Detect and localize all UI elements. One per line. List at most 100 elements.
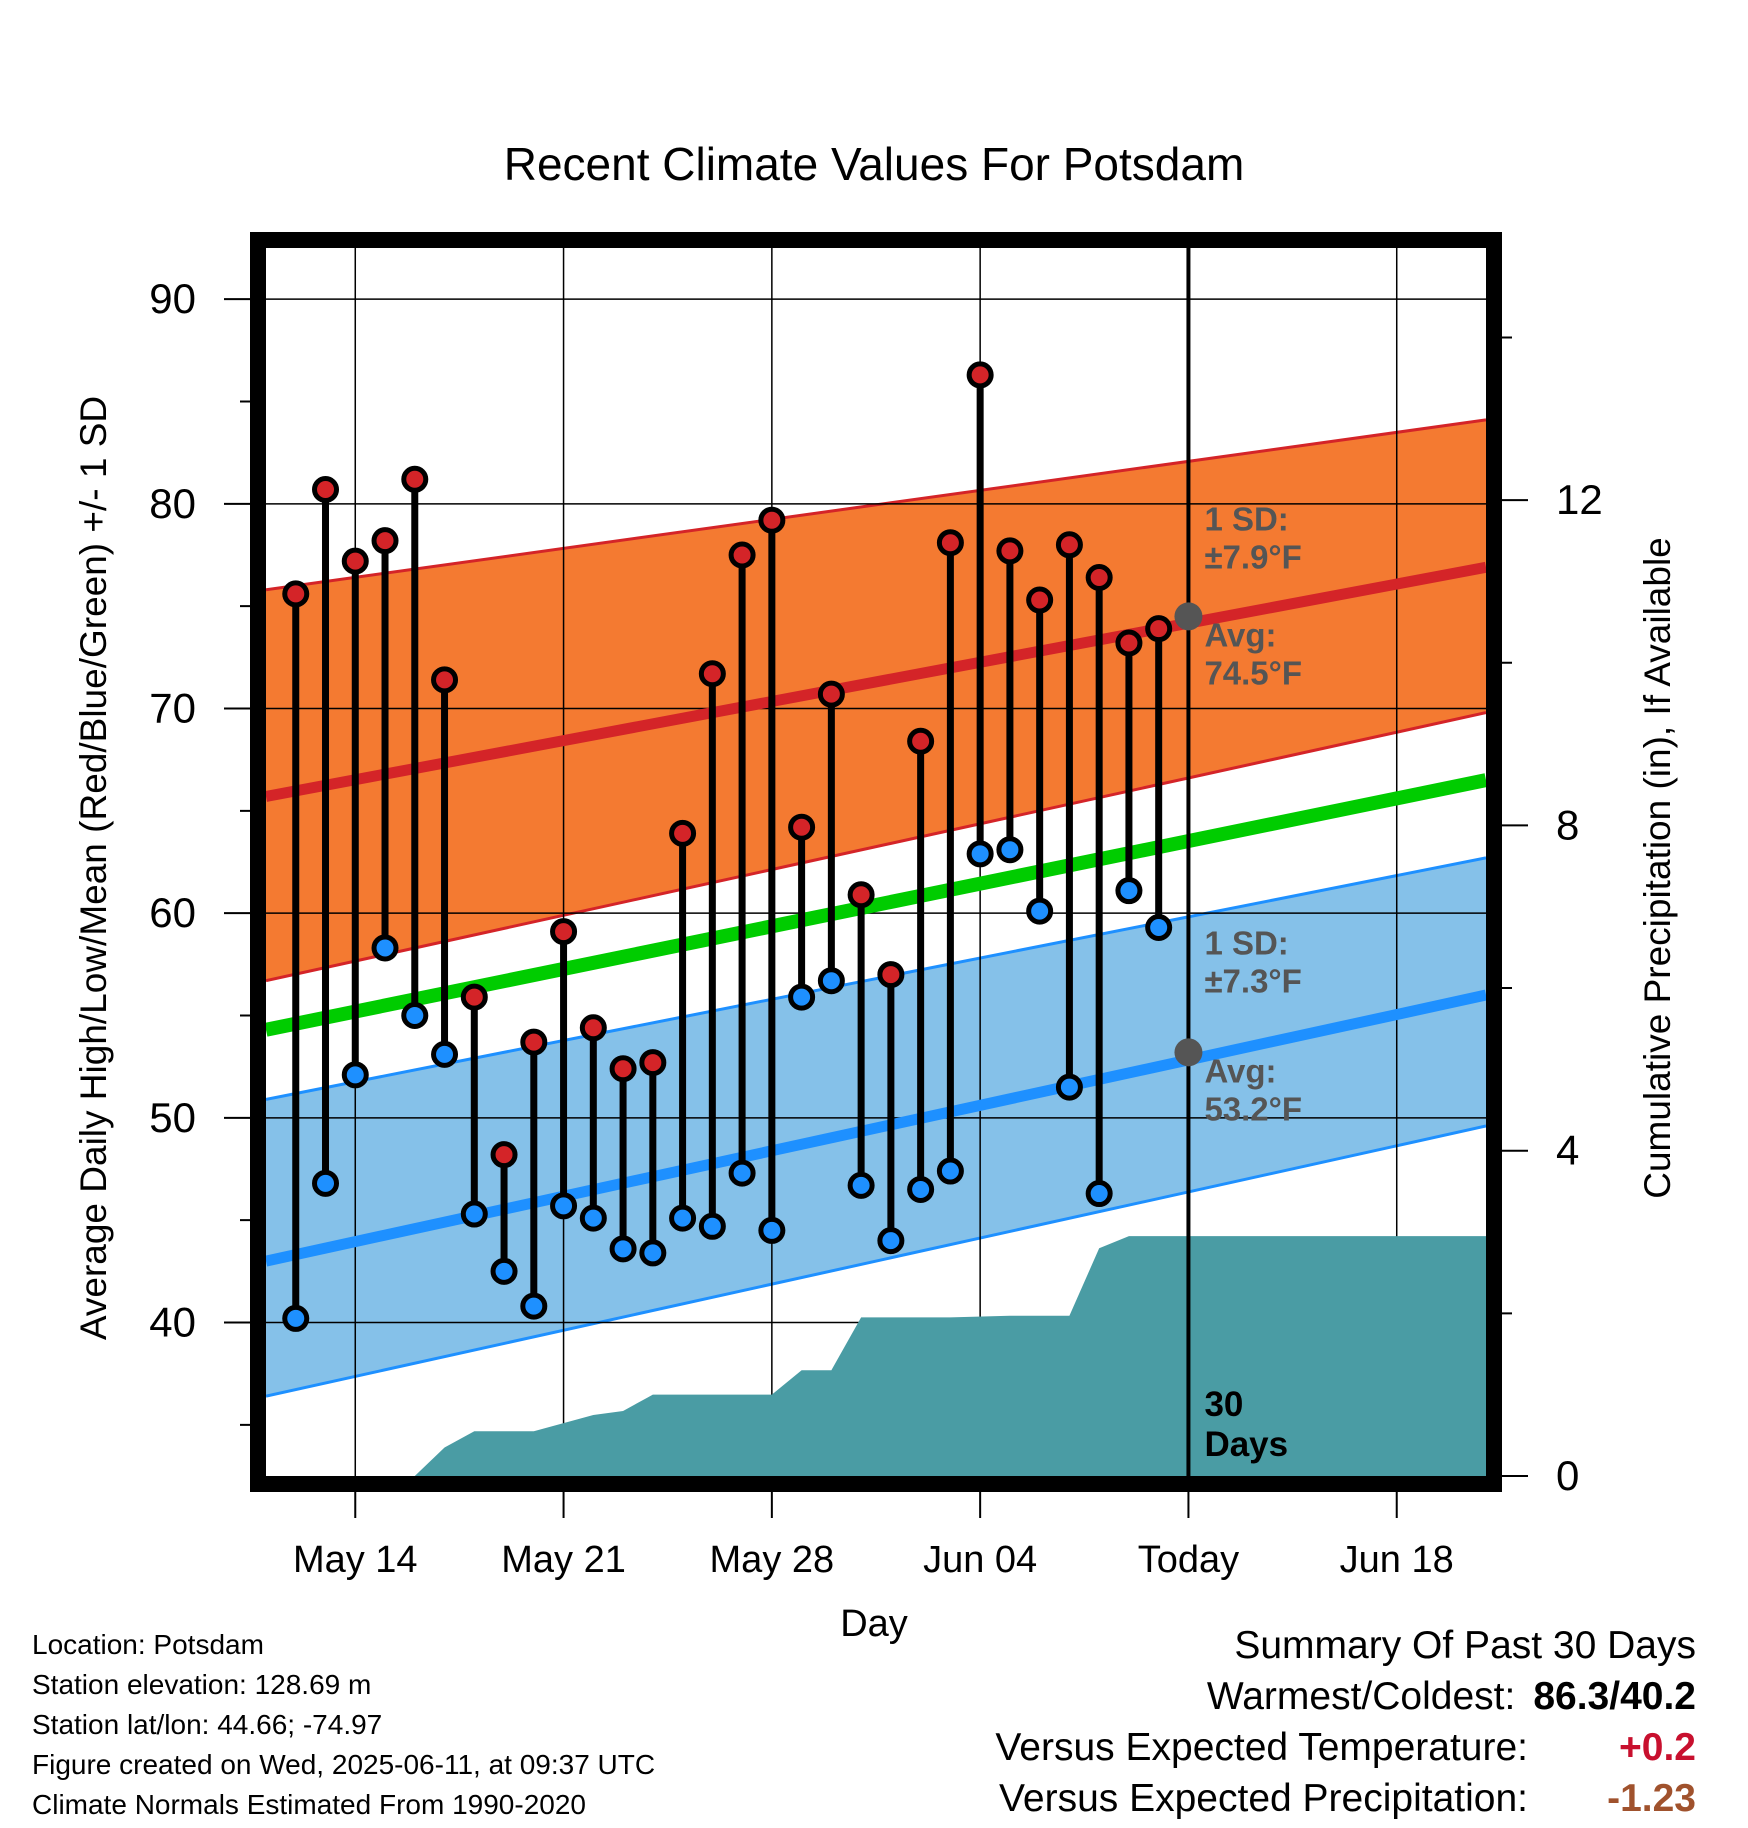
low-point: [966, 840, 994, 868]
x-tick-label: May 14: [293, 1539, 418, 1581]
high-sd-upper-line: [266, 418, 1486, 592]
y2-tick-label: 8: [1556, 801, 1579, 848]
high-point: [758, 506, 786, 534]
low-point: [639, 1239, 667, 1267]
high-point: [431, 666, 459, 694]
high-point: [1145, 615, 1173, 643]
high-point: [936, 529, 964, 557]
low-sd-value: ±7.3°F: [1204, 962, 1301, 999]
high-avg-line: [266, 561, 1486, 802]
high-point: [282, 580, 310, 608]
high-point: [877, 961, 905, 989]
high-point: [609, 1055, 637, 1083]
low-point: [847, 1171, 875, 1199]
low-point: [282, 1304, 310, 1332]
low-point: [698, 1212, 726, 1240]
low-point: [1055, 1073, 1083, 1101]
low-point: [877, 1227, 905, 1255]
high-sd-label: 1 SD:: [1204, 500, 1288, 537]
high-sd-lower-line: [266, 711, 1486, 983]
x-axis-label: Day: [840, 1603, 908, 1645]
precip-area: [385, 1236, 1486, 1476]
low-point: [341, 1061, 369, 1089]
low-point: [609, 1235, 637, 1263]
high-point: [728, 541, 756, 569]
precip-diff-value: -1.23: [1607, 1777, 1696, 1820]
high-point: [1055, 531, 1083, 559]
y2-axis-label: Cumulative Precipitation (in), If Availa…: [1637, 537, 1678, 1199]
warm-cold-value: 86.3/40.2: [1533, 1675, 1696, 1718]
high-point: [788, 813, 816, 841]
x-tick-label: May 21: [501, 1539, 626, 1581]
days-label-line1: 30: [1204, 1385, 1243, 1424]
summary-precip: Versus Expected Precipitation: -1.23: [995, 1773, 1696, 1824]
plot-frame: [250, 232, 1502, 1492]
summary-panel: Summary Of Past 30 Days Warmest/Coldest:…: [995, 1620, 1696, 1824]
high-point: [579, 1014, 607, 1042]
x-tick-label: Jun 04: [923, 1539, 1037, 1581]
high-point: [1085, 564, 1113, 592]
low-point: [788, 983, 816, 1011]
low-point: [1085, 1180, 1113, 1208]
high-point: [639, 1049, 667, 1077]
high-point: [1115, 629, 1143, 657]
low-sd-upper-line: [266, 856, 1486, 1101]
high-point: [1026, 586, 1054, 614]
temp-diff-value: +0.2: [1619, 1726, 1696, 1769]
station-info: Location: Potsdam Station elevation: 128…: [32, 1625, 655, 1825]
x-tick-label: Today: [1138, 1539, 1239, 1581]
days-label-line2: Days: [1204, 1425, 1288, 1464]
y-axis-label: Average Daily High/Low/Mean (Red/Blue/Gr…: [73, 396, 114, 1340]
high-point: [847, 881, 875, 909]
high-point: [966, 361, 994, 389]
low-avg-label: Avg:: [1204, 1052, 1276, 1089]
elevation-text: Station elevation: 128.69 m: [32, 1669, 372, 1700]
low-point: [1145, 913, 1173, 941]
high-point: [907, 727, 935, 755]
y2-tick-label: 4: [1556, 1127, 1579, 1174]
high-sd-band: [266, 419, 1486, 981]
high-point: [698, 660, 726, 688]
low-point: [579, 1204, 607, 1232]
low-sd-label: 1 SD:: [1204, 924, 1288, 961]
high-point: [669, 819, 697, 847]
chart-title: Recent Climate Values For Potsdam: [504, 138, 1245, 190]
low-avg-value: 53.2°F: [1204, 1090, 1302, 1127]
high-point: [817, 680, 845, 708]
normals-text: Climate Normals Estimated From 1990-2020: [32, 1789, 586, 1820]
high-avg-value: 74.5°F: [1204, 654, 1302, 691]
low-point: [669, 1204, 697, 1232]
high-point: [550, 918, 578, 946]
y-tick-label: 60: [149, 889, 196, 936]
created-text: Figure created on Wed, 2025-06-11, at 09…: [32, 1749, 656, 1780]
y-tick-label: 70: [149, 685, 196, 732]
low-point: [520, 1292, 548, 1320]
high-sd-value: ±7.9°F: [1204, 538, 1301, 575]
summary-temp: Versus Expected Temperature: +0.2: [995, 1722, 1696, 1773]
low-point: [758, 1216, 786, 1244]
low-point: [401, 1002, 429, 1029]
warm-cold-label: Warmest/Coldest:: [1206, 1675, 1516, 1718]
high-point: [520, 1028, 548, 1056]
high-point: [341, 547, 369, 575]
low-point: [996, 836, 1024, 864]
low-point: [817, 967, 845, 995]
high-point: [490, 1141, 518, 1169]
y-tick-label: 90: [149, 275, 196, 322]
today-low-avg-marker: [1174, 1038, 1203, 1067]
high-point: [371, 527, 399, 555]
low-sd-lower-line: [266, 1124, 1486, 1398]
summary-heading: Summary Of Past 30 Days: [1234, 1624, 1696, 1667]
low-point: [460, 1200, 488, 1228]
y-tick-label: 50: [149, 1094, 196, 1141]
low-point: [312, 1169, 340, 1197]
high-point: [996, 537, 1024, 565]
x-tick-label: May 28: [710, 1539, 835, 1581]
high-point: [401, 465, 429, 493]
low-point: [1115, 877, 1143, 905]
x-tick-label: Jun 18: [1340, 1539, 1454, 1581]
precip-diff-label: Versus Expected Precipitation:: [999, 1777, 1528, 1820]
today-high-avg-marker: [1174, 602, 1203, 631]
